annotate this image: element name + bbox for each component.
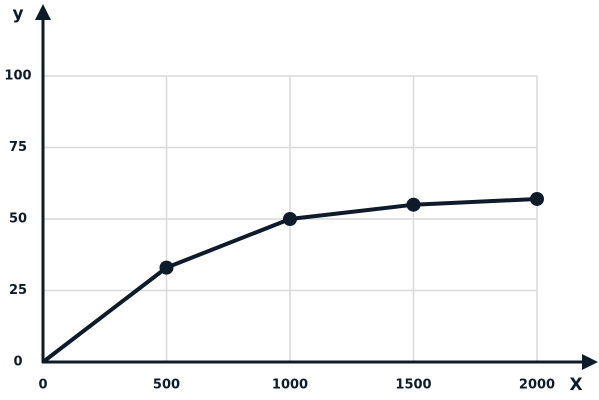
x-tick-label: 500 [153,378,180,393]
x-tick-label: 0 [38,378,47,393]
x-axis-arrow [582,354,598,370]
y-tick-label: 75 [9,140,27,155]
x-tick-label: 2000 [519,378,555,393]
y-tick-label: 100 [4,69,31,84]
y-tick-label: 50 [9,212,27,227]
y-tick-label: 25 [9,283,27,298]
y-tick-label: 0 [13,355,22,370]
point [159,260,174,275]
x-tick-label: 1000 [272,378,308,393]
x-tick-label: 1500 [395,378,431,393]
point [283,212,297,226]
point [406,197,421,212]
point [530,191,544,206]
y-axis-label: y [12,4,23,24]
y-axis-arrow [35,4,51,20]
x-axis-label: X [569,375,582,395]
